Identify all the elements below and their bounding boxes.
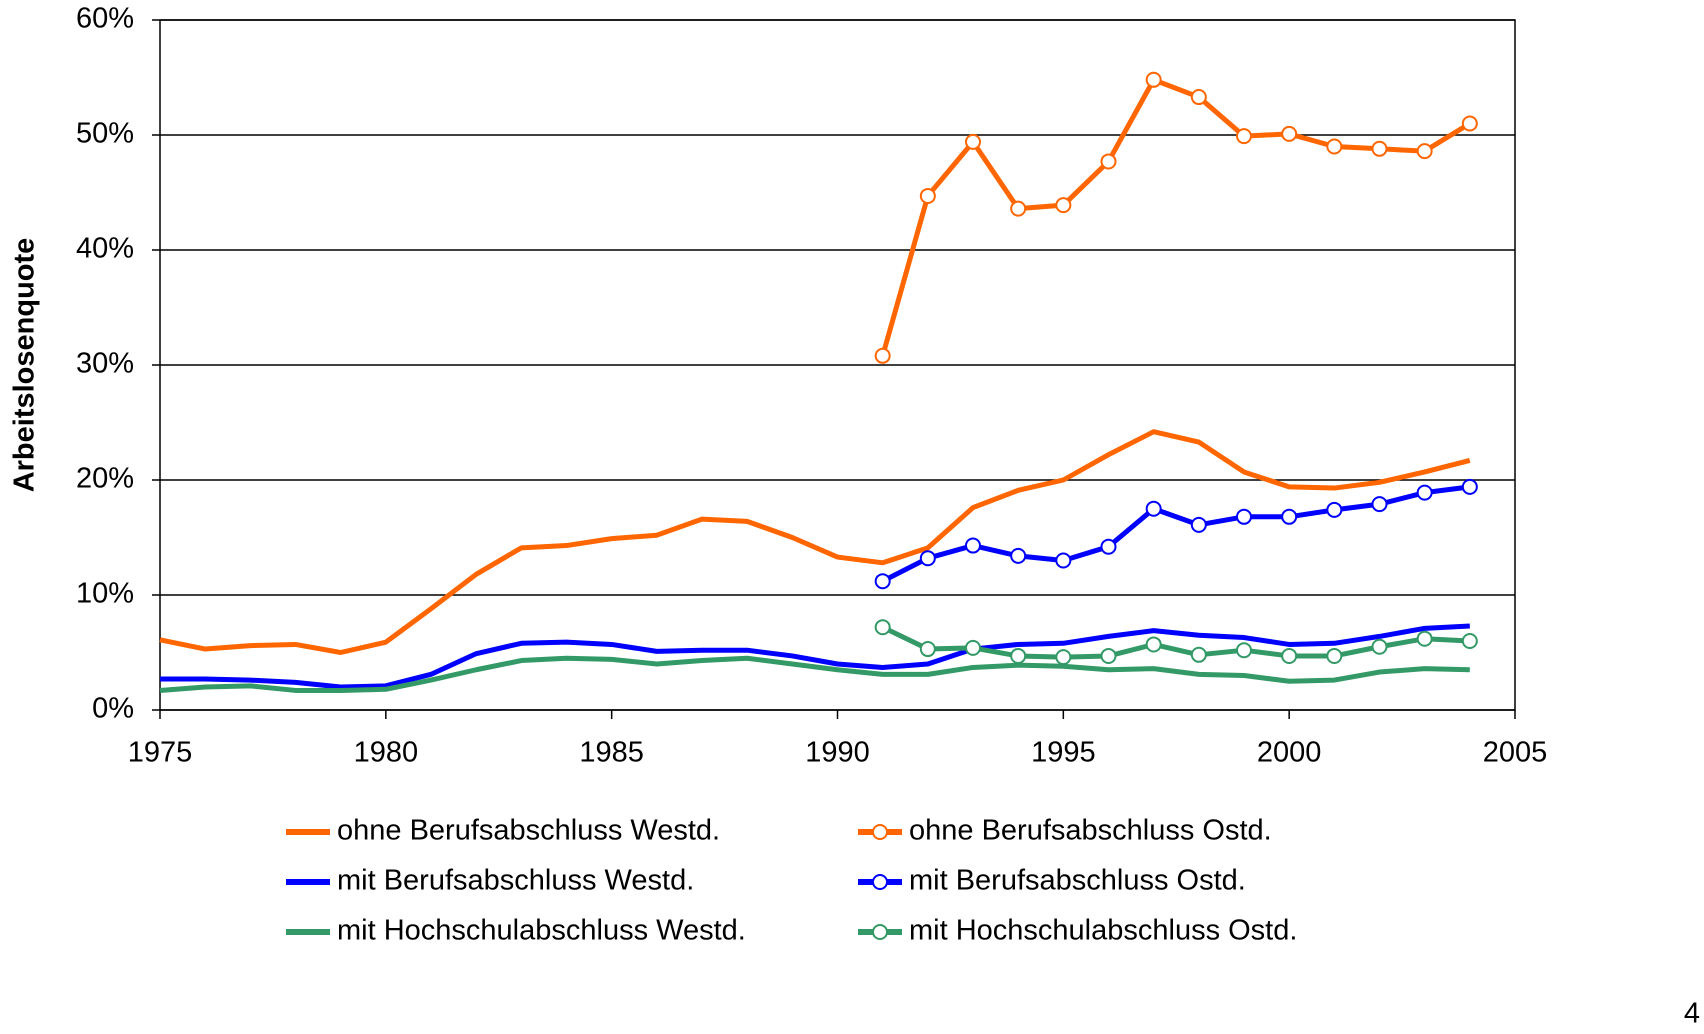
- legend-marker: [872, 874, 888, 890]
- legend-label: ohne Berufsabschluss Ostd.: [909, 815, 1272, 847]
- point: [965, 537, 981, 554]
- point: [1190, 89, 1207, 106]
- x-tick-label: 1980: [354, 737, 419, 769]
- y-tick-label: 40%: [76, 233, 134, 265]
- point: [1055, 197, 1072, 214]
- point: [1461, 478, 1478, 495]
- y-tick-label: 0%: [92, 693, 134, 725]
- point: [1145, 500, 1162, 517]
- x-tick-label: 1990: [805, 737, 870, 769]
- point: [1326, 138, 1343, 155]
- point: [1416, 143, 1433, 160]
- page-number: 4: [1684, 998, 1700, 1029]
- x-tick-label: 2005: [1483, 737, 1548, 769]
- point: [1236, 642, 1252, 659]
- series-line: [880, 77, 1472, 357]
- legend-label: mit Berufsabschluss Ostd.: [909, 865, 1246, 897]
- point: [1100, 153, 1117, 170]
- point: [1281, 508, 1298, 525]
- x-tick-label: 1985: [579, 737, 644, 769]
- point: [1010, 647, 1027, 664]
- series-line: [159, 429, 1471, 655]
- point: [1371, 638, 1388, 655]
- point: [1145, 636, 1162, 653]
- point: [1100, 647, 1117, 664]
- point: [1010, 200, 1027, 217]
- legend-marker: [872, 824, 888, 840]
- y-tick-label: 20%: [76, 463, 134, 495]
- point: [919, 641, 936, 658]
- point: [1281, 125, 1298, 142]
- point: [1236, 128, 1252, 145]
- y-tick-label: 30%: [76, 348, 134, 380]
- point: [1281, 647, 1298, 664]
- legend-label: mit Berufsabschluss Westd.: [337, 865, 694, 897]
- point: [1326, 647, 1343, 664]
- point: [1190, 516, 1207, 533]
- y-tick-label: 60%: [76, 3, 134, 35]
- x-tick-label: 1975: [128, 737, 193, 769]
- point: [874, 619, 891, 636]
- point: [919, 550, 936, 567]
- x-tick-label: 2000: [1257, 737, 1322, 769]
- point: [1055, 649, 1072, 666]
- legend-label: mit Hochschulabschluss Westd.: [337, 915, 746, 947]
- point: [1371, 496, 1388, 513]
- plot-frame: [159, 19, 1516, 711]
- point: [1461, 633, 1478, 649]
- point: [1100, 538, 1117, 555]
- point: [1461, 115, 1478, 132]
- point: [1416, 630, 1433, 647]
- series-line: [159, 655, 1470, 693]
- y-tick-label: 10%: [76, 578, 134, 610]
- x-tick-label: 1995: [1031, 737, 1096, 769]
- y-tick-label: 50%: [76, 118, 134, 150]
- point: [1190, 646, 1207, 663]
- series-line: [160, 623, 1470, 690]
- point: [1371, 140, 1388, 157]
- point: [874, 347, 891, 364]
- point: [1145, 71, 1162, 88]
- point: [919, 187, 936, 204]
- point: [1326, 501, 1343, 518]
- legend-label: mit Hochschulabschluss Ostd.: [909, 915, 1297, 947]
- y-axis-label: Arbeitslosenquote: [9, 238, 41, 493]
- point: [874, 573, 891, 590]
- point: [1236, 508, 1252, 525]
- point: [1010, 547, 1027, 564]
- point: [1055, 552, 1072, 569]
- point: [965, 639, 981, 656]
- legend-label: ohne Berufsabschluss Westd.: [337, 815, 720, 847]
- point: [965, 133, 981, 150]
- legend-marker: [872, 924, 888, 940]
- point: [1416, 484, 1433, 501]
